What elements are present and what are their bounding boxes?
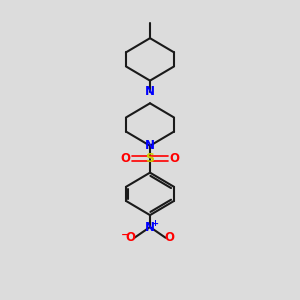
Text: N: N [145, 220, 155, 233]
Text: N: N [145, 85, 155, 98]
Text: O: O [164, 231, 175, 244]
Text: O: O [125, 231, 136, 244]
Text: +: + [152, 219, 159, 228]
Text: O: O [120, 152, 130, 165]
Text: N: N [145, 139, 155, 152]
Text: S: S [146, 152, 154, 165]
Text: O: O [169, 152, 180, 165]
Text: −: − [121, 230, 130, 240]
